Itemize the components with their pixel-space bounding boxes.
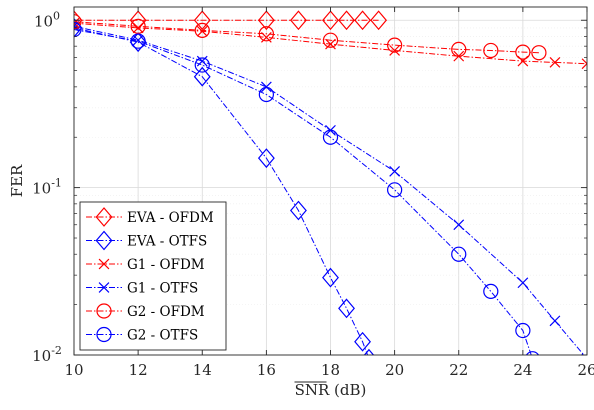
data-point: [354, 10, 371, 31]
series-5: [74, 21, 540, 355]
y-axis-label: FER: [8, 164, 26, 197]
data-point: [525, 351, 540, 355]
data-point: [130, 18, 146, 34]
data-point: [387, 37, 403, 53]
data-point: [389, 166, 400, 177]
data-point: [451, 41, 467, 57]
legend-entry-label: G1 - OTFS: [127, 281, 198, 297]
x-tick-label: 26: [577, 361, 594, 379]
data-point: [193, 10, 211, 31]
data-point: [194, 22, 210, 38]
legend-marker: [98, 258, 110, 270]
x-tick-label: 24: [513, 361, 532, 379]
series-line: [74, 27, 369, 355]
series-layer: [74, 10, 587, 355]
data-point: [322, 10, 339, 31]
data-point: [132, 22, 144, 34]
data-point: [549, 315, 561, 327]
legend-entry-label: G1 - OFDM: [127, 257, 205, 273]
data-point: [193, 66, 211, 87]
data-point: [515, 44, 531, 60]
x-tick-label: 20: [385, 361, 404, 379]
series-line: [74, 21, 539, 54]
data-point: [196, 55, 208, 67]
legend-marker: [95, 207, 113, 227]
data-point: [322, 32, 339, 48]
data-point: [515, 322, 531, 339]
x-tick-label: 18: [321, 361, 340, 379]
data-point: [581, 58, 587, 70]
data-point: [196, 25, 208, 37]
axis-ticks: 10 12 14 16 18 20 22 24 26 100 10-1 10-2: [32, 7, 594, 379]
data-point: [325, 38, 336, 50]
data-point: [258, 86, 274, 103]
data-point: [370, 10, 388, 31]
data-point: [389, 45, 400, 56]
data-point: [453, 219, 465, 231]
data-point: [257, 148, 275, 169]
x-tick-label: 14: [193, 361, 212, 379]
data-point: [517, 277, 529, 289]
data-point: [129, 10, 147, 31]
data-point: [261, 81, 272, 93]
data-point: [290, 200, 307, 221]
data-point: [194, 57, 210, 73]
data-point: [290, 10, 307, 31]
legend-marker: [98, 282, 110, 293]
legend-entry-label: G2 - OTFS: [127, 328, 198, 344]
legend-entry-label: EVA - OFDM: [127, 210, 214, 226]
series-0: [74, 10, 388, 31]
data-point: [531, 45, 547, 61]
data-point: [132, 34, 144, 46]
legend-marker: [96, 326, 112, 343]
legend-marker: [95, 230, 113, 251]
data-point: [258, 26, 274, 42]
data-point: [338, 10, 355, 31]
x-tick-label: 22: [449, 361, 468, 379]
data-point: [257, 10, 275, 31]
data-point: [451, 246, 467, 262]
y-tick-label: 10-1: [32, 177, 62, 198]
data-point: [338, 298, 355, 319]
data-point: [322, 129, 339, 145]
x-tick-label: 12: [129, 361, 148, 379]
legend-marker: [96, 303, 112, 319]
x-tick-label: 16: [257, 361, 276, 379]
data-point: [483, 42, 499, 59]
x-axis-label: SNR (dB): [295, 381, 367, 399]
x-tick-label: 10: [64, 361, 83, 379]
data-point: [354, 331, 371, 352]
legend: EVA - OFDM EVA - OTFS G1 - OFDM G1 - OTFS G2…: [79, 201, 227, 351]
legend-entry-label: EVA - OTFS: [127, 234, 207, 250]
data-point: [549, 57, 561, 68]
series-4: [74, 14, 547, 61]
series-line: [74, 22, 587, 65]
legend-box: [79, 201, 227, 351]
data-point: [483, 283, 499, 299]
data-point: [387, 182, 403, 198]
data-point: [130, 33, 146, 49]
data-point: [322, 267, 339, 288]
series-line: [74, 29, 532, 355]
y-tick-label: 10-2: [32, 344, 62, 365]
series-1: [74, 17, 375, 355]
legend-entry-label: G2 - OFDM: [127, 304, 205, 320]
y-tick-label: 100: [34, 9, 60, 30]
